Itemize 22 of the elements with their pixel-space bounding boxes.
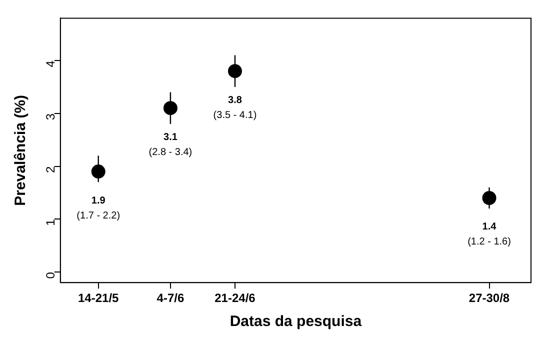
y-tick-label: 2 bbox=[44, 166, 58, 173]
point bbox=[91, 164, 106, 179]
x-tick-label: 4-7/6 bbox=[156, 291, 184, 306]
data-label: 3.8 bbox=[228, 94, 242, 106]
point bbox=[228, 64, 242, 78]
x-tick-label: 21-24/6 bbox=[214, 291, 256, 306]
y-tick-label: 4 bbox=[44, 60, 58, 68]
annotation: (1.7 - 2.2) bbox=[76, 210, 120, 222]
x-tick-label: 14-21/5 bbox=[78, 291, 120, 306]
data-label: 1.9 bbox=[91, 195, 106, 206]
point bbox=[163, 101, 178, 116]
y-tick-label: 0 bbox=[44, 272, 58, 279]
annotation: (1.2 - 1.6) bbox=[468, 236, 511, 248]
y-tick-label: 1 bbox=[44, 218, 58, 226]
x-axis-title: Datas da pesquisa bbox=[230, 313, 362, 330]
data-label: 3.1 bbox=[164, 132, 178, 143]
y-axis-title: Prevalência (%) bbox=[12, 94, 30, 206]
data-label: 1.4 bbox=[482, 222, 497, 233]
y-tick-label: 3 bbox=[44, 113, 58, 120]
annotation: (3.5 - 4.1) bbox=[213, 110, 257, 121]
annotation: (2.8 - 3.4) bbox=[148, 146, 192, 158]
x-tick-label: 27-30/8 bbox=[468, 291, 510, 306]
